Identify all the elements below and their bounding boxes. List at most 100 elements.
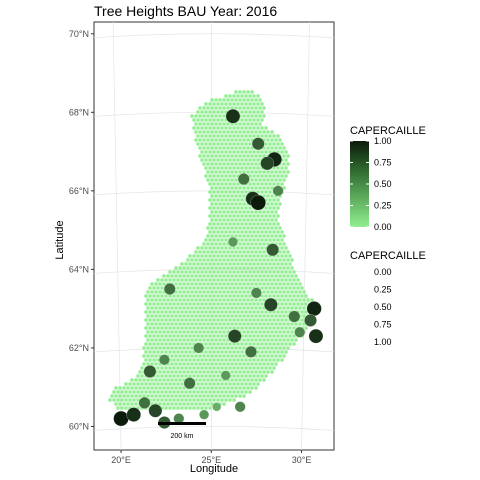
land-cell	[250, 274, 254, 278]
land-cell	[202, 274, 206, 278]
land-cell	[268, 326, 272, 330]
land-cell	[242, 162, 246, 166]
land-cell	[198, 258, 202, 262]
land-cell	[298, 298, 302, 302]
land-cell	[236, 222, 240, 226]
land-cell	[172, 270, 176, 274]
land-cell	[182, 362, 186, 366]
land-cell	[240, 382, 244, 386]
land-cell	[220, 254, 224, 258]
land-cell	[222, 274, 226, 278]
land-cell	[244, 254, 248, 258]
land-cell	[156, 366, 160, 370]
land-cell	[234, 282, 238, 286]
land-cell	[226, 162, 230, 166]
land-cell	[162, 290, 166, 294]
land-cell	[176, 278, 180, 282]
land-cell	[278, 258, 282, 262]
land-cell	[250, 106, 254, 110]
land-cell	[222, 154, 226, 158]
land-cell	[260, 134, 264, 138]
chart-title: Tree Heights BAU Year: 2016	[94, 3, 277, 19]
land-cell	[222, 186, 226, 190]
land-cell	[204, 302, 208, 306]
land-cell	[190, 266, 194, 270]
land-cell	[216, 142, 220, 146]
land-cell	[150, 290, 154, 294]
land-cell	[240, 214, 244, 218]
land-cell	[252, 230, 256, 234]
land-cell	[174, 354, 178, 358]
land-cell	[214, 290, 218, 294]
land-cell	[176, 318, 180, 322]
land-cell	[248, 302, 252, 306]
land-cell	[278, 298, 282, 302]
land-cell	[282, 258, 286, 262]
land-cell	[204, 166, 208, 170]
land-cell	[230, 122, 234, 126]
land-cell	[224, 118, 228, 122]
land-cell	[198, 394, 202, 398]
land-cell	[210, 194, 214, 198]
land-cell	[166, 322, 170, 326]
land-cell	[182, 386, 186, 390]
land-cell	[262, 186, 266, 190]
land-cell	[190, 282, 194, 286]
land-cell	[232, 142, 236, 146]
land-cell	[226, 346, 230, 350]
land-cell	[256, 254, 260, 258]
land-cell	[224, 342, 228, 346]
land-cell	[264, 134, 268, 138]
y-axis-ticks: 60°N62°N64°N66°N68°N70°N	[69, 29, 94, 431]
land-cell	[148, 382, 152, 386]
land-cell	[286, 274, 290, 278]
land-cell	[124, 390, 128, 394]
land-cell	[256, 174, 260, 178]
land-cell	[130, 402, 134, 406]
land-cell	[212, 102, 216, 106]
land-cell	[194, 138, 198, 142]
land-cell	[132, 382, 136, 386]
land-cell	[166, 362, 170, 366]
land-cell	[246, 370, 250, 374]
land-cell	[268, 198, 272, 202]
land-cell	[242, 226, 246, 230]
land-cell	[262, 330, 266, 334]
land-cell	[210, 266, 214, 270]
land-cell	[298, 290, 302, 294]
land-cell	[268, 142, 272, 146]
land-cell	[196, 390, 200, 394]
plot-panel	[93, 21, 335, 451]
land-cell	[184, 334, 188, 338]
land-cell	[250, 378, 254, 382]
land-cell	[232, 294, 236, 298]
capercaille-point	[266, 243, 280, 257]
land-cell	[232, 230, 236, 234]
land-cell	[264, 198, 268, 202]
land-cell	[244, 206, 248, 210]
land-cell	[248, 286, 252, 290]
land-cell	[274, 314, 278, 318]
land-cell	[160, 294, 164, 298]
land-cell	[240, 102, 244, 106]
land-cell	[156, 382, 160, 386]
land-cell	[252, 110, 256, 114]
land-cell	[250, 282, 254, 286]
land-cell	[214, 346, 218, 350]
land-cell	[262, 194, 266, 198]
graticule-meridian	[301, 22, 310, 450]
land-cell	[160, 326, 164, 330]
land-cell	[262, 274, 266, 278]
land-cell	[274, 234, 278, 238]
land-cell	[234, 354, 238, 358]
land-cell	[214, 330, 218, 334]
land-cell	[230, 170, 234, 174]
land-cell	[224, 214, 228, 218]
land-cell	[162, 282, 166, 286]
land-cell	[260, 174, 264, 178]
land-cell	[274, 282, 278, 286]
land-cell	[270, 354, 274, 358]
land-cell	[240, 190, 244, 194]
capercaille-point	[237, 173, 250, 186]
land-cell	[276, 174, 280, 178]
